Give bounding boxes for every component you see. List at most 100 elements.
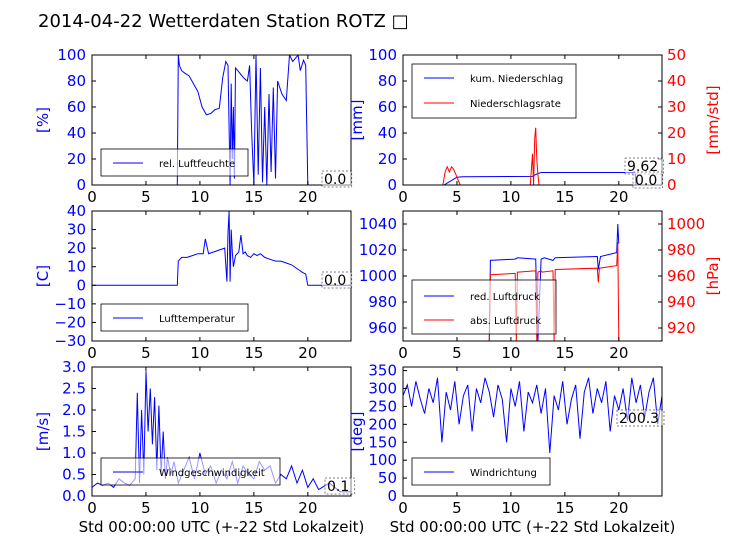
y-tick-label: 250: [368, 397, 397, 415]
svg-text:9.62: 9.62: [627, 159, 658, 175]
y-tick-label: 1000: [359, 267, 397, 285]
y-tick-label: 60: [67, 98, 86, 116]
legend: red. Luftdruck abs. Luftdruck: [411, 279, 557, 335]
legend-label: Windgeschwindigkeit: [159, 468, 265, 479]
y-tick-label: 100: [368, 451, 397, 469]
figure-title: 2014-04-22 Wetterdaten Station ROTZ □: [38, 11, 409, 32]
x-tick-label: 5: [141, 344, 151, 362]
y-axis-label: [%]: [34, 107, 52, 133]
y-tick-label: 20: [378, 150, 397, 168]
y-tick-label: −30: [54, 332, 86, 350]
panel-pressure: 0 5 10 15 20 960 980 1000 1020 1040 920 940 960 980 10…: [359, 210, 722, 362]
x-tick-label: 0: [398, 188, 408, 206]
y-tick-label: 1.5: [62, 423, 86, 441]
y-right-axis-label: [mm/std]: [704, 85, 722, 154]
x-tick-label: 20: [298, 188, 317, 206]
legend-label: Windrichtung: [470, 468, 537, 479]
y-tick-label: 1.0: [62, 444, 86, 462]
y-right-axis-label: [hPa]: [704, 257, 722, 296]
y-tick-label: 0: [76, 276, 86, 294]
x-tick-label: 5: [452, 499, 462, 517]
y-tick-label: 960: [368, 319, 397, 337]
panel-precipitation: 0 5 10 15 20 0 20 40 60 80 100 0 10 20 30 40 50 [mm] [mm/s…: [348, 46, 722, 206]
legend: Lufttemperatur: [100, 303, 249, 332]
y-right-tick-label: 940: [667, 293, 696, 311]
x-tick-label: 10: [190, 344, 209, 362]
y-tick-label: 350: [368, 362, 397, 380]
y-right-tick-label: 0: [667, 176, 677, 194]
series-line-1: [403, 242, 620, 341]
x-tick-label: 20: [609, 344, 628, 362]
y-right-tick-label: 980: [667, 241, 696, 259]
x-tick-label: 10: [501, 344, 520, 362]
x-tick-label: 15: [244, 344, 263, 362]
y-tick-label: 1020: [359, 241, 397, 259]
y-tick-label: 40: [67, 124, 86, 142]
y-tick-label: −20: [54, 313, 86, 331]
svg-text:200.3: 200.3: [619, 411, 659, 427]
y-tick-label: 1040: [359, 215, 397, 233]
y-tick-label: 100: [57, 46, 86, 64]
x-tick-label: 15: [555, 499, 574, 517]
y-tick-label: 20: [67, 239, 86, 257]
y-right-tick-label: 50: [667, 46, 686, 64]
legend-label: abs. Luftdruck: [470, 316, 541, 327]
x-tick-label: 0: [398, 499, 408, 517]
y-tick-label: 3.0: [62, 358, 86, 376]
y-tick-label: 200: [368, 415, 397, 433]
x-tick-label: 10: [501, 188, 520, 206]
y-tick-label: 300: [368, 380, 397, 398]
series-line-1: [403, 127, 662, 185]
svg-text:0.0: 0.0: [324, 273, 346, 289]
y-tick-label: 80: [378, 72, 397, 90]
y-right-tick-label: 40: [667, 72, 686, 90]
y-right-tick-label: 1000: [667, 215, 705, 233]
y-right-tick-label: 30: [667, 98, 686, 116]
x-tick-label: 10: [190, 499, 209, 517]
series-line-0: [403, 172, 662, 185]
x-tick-label: 10: [190, 188, 209, 206]
y-right-tick-label: 20: [667, 124, 686, 142]
y-right-tick-label: 960: [667, 267, 696, 285]
current-value-label: 9.62: [624, 157, 664, 175]
y-tick-label: 80: [67, 72, 86, 90]
legend-label: Niederschlagsrate: [470, 99, 561, 110]
x-tick-label: 15: [555, 188, 574, 206]
x-tick-label: 5: [452, 344, 462, 362]
legend: kum. Niederschlag Niederschlagsrate: [411, 63, 577, 119]
plot-frame: [91, 54, 352, 186]
x-tick-label: 5: [452, 188, 462, 206]
current-value-label: 0.0: [321, 271, 353, 289]
current-value-label: 0.0: [321, 170, 353, 188]
legend-label: red. Luftdruck: [470, 292, 540, 303]
series-line-0: [92, 55, 351, 185]
y-tick-label: 20: [67, 150, 86, 168]
current-value-label: 0.1: [324, 477, 356, 495]
x-tick-label: 0: [87, 188, 97, 206]
x-tick-label: 0: [87, 499, 97, 517]
x-tick-label: 15: [244, 499, 263, 517]
y-tick-label: 30: [67, 221, 86, 239]
series-line-0: [92, 211, 351, 286]
y-axis-label: [C]: [34, 265, 52, 287]
x-tick-label: 20: [609, 499, 628, 517]
plot-frame: [402, 366, 663, 497]
x-tick-label: 15: [555, 344, 574, 362]
x-tick-label: 0: [87, 344, 97, 362]
legend: Windrichtung: [411, 457, 551, 486]
x-tick-label: 15: [244, 188, 263, 206]
panel-temperature: 0 5 10 15 20−30−20−10010203040[C]Lufttempera…: [34, 202, 353, 362]
panel-humidity: 0 5 10 15 20 0 20 40 60 80 100 [%] rel. Luftfeuchte 0…: [34, 46, 353, 206]
y-tick-label: 10: [67, 258, 86, 276]
y-tick-label: 150: [368, 433, 397, 451]
y-tick-label: 2.5: [62, 380, 86, 398]
y-tick-label: 0: [76, 176, 86, 194]
y-tick-label: 0: [387, 176, 397, 194]
x-tick-label: 5: [141, 499, 151, 517]
x-axis-label: Std 00:00:00 UTC (+-22 Std Lokalzeit): [79, 518, 365, 536]
svg-text:0.0: 0.0: [635, 173, 657, 189]
y-tick-label: −10: [54, 295, 86, 313]
current-value-label: 200.3: [616, 409, 665, 427]
y-tick-label: 980: [368, 293, 397, 311]
